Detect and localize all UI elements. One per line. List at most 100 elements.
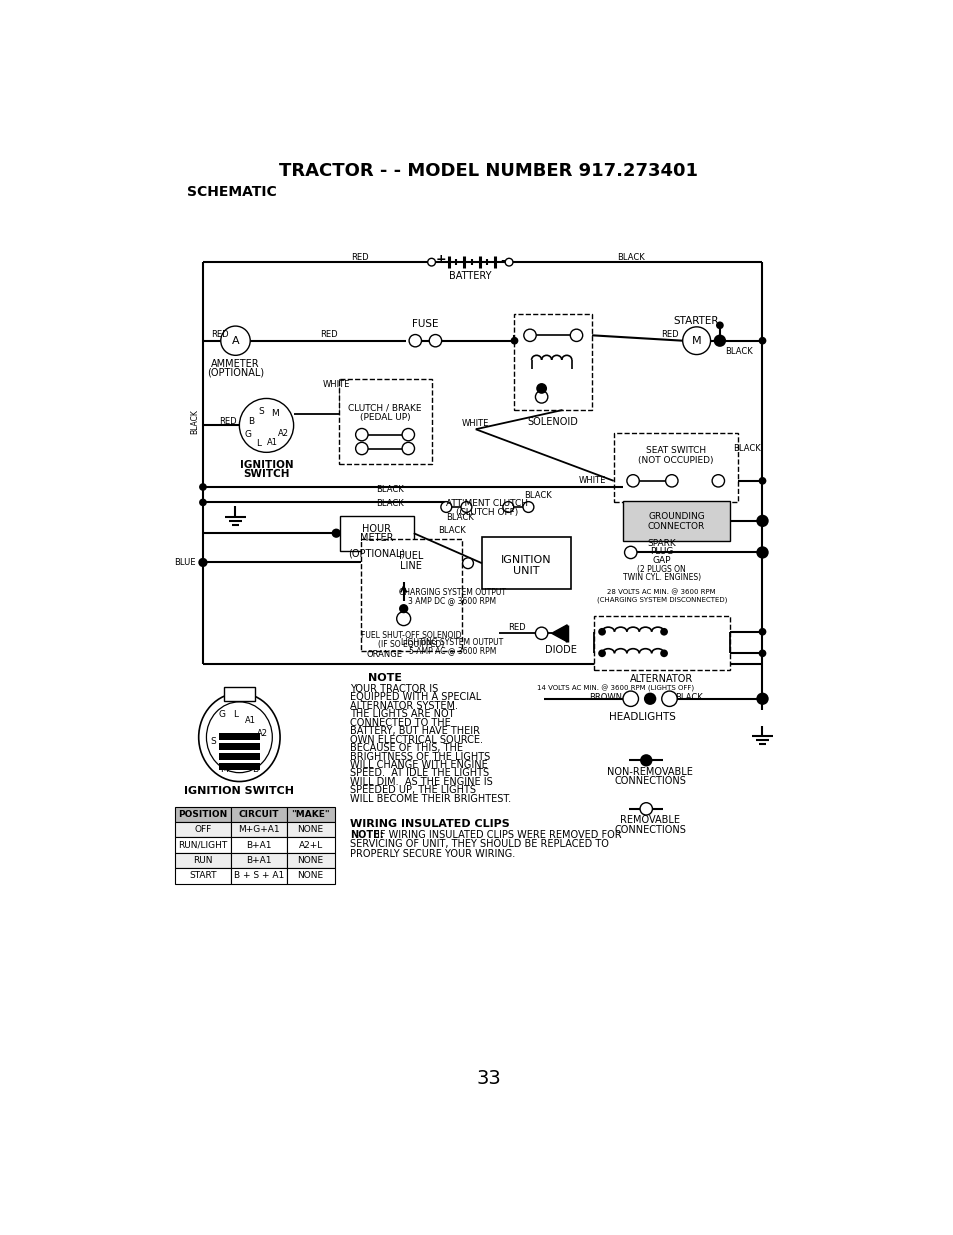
Text: SOLENOID: SOLENOID xyxy=(527,416,578,426)
Circle shape xyxy=(711,474,723,487)
Text: BLUE: BLUE xyxy=(173,558,195,567)
Bar xyxy=(174,806,231,823)
Bar xyxy=(231,823,286,837)
Bar xyxy=(594,616,729,671)
Text: CIRCUIT: CIRCUIT xyxy=(238,810,278,819)
Text: CLUTCH / BRAKE: CLUTCH / BRAKE xyxy=(348,404,421,412)
Bar xyxy=(219,743,259,750)
Text: 3 AMP DC @ 3600 RPM: 3 AMP DC @ 3600 RPM xyxy=(408,595,497,605)
Circle shape xyxy=(396,611,410,626)
Bar xyxy=(338,379,431,464)
Text: RED: RED xyxy=(319,330,337,340)
Circle shape xyxy=(659,627,667,636)
Text: L: L xyxy=(256,440,261,448)
Text: ATT'MENT CLUTCH: ATT'MENT CLUTCH xyxy=(446,499,528,508)
Ellipse shape xyxy=(206,701,272,773)
Text: BLACK: BLACK xyxy=(617,253,644,262)
Bar xyxy=(481,537,571,589)
Circle shape xyxy=(355,442,368,454)
Text: BRIGHTNESS OF THE LIGHTS: BRIGHTNESS OF THE LIGHTS xyxy=(350,752,490,762)
Text: NOTE: NOTE xyxy=(368,673,401,683)
Circle shape xyxy=(659,650,667,657)
Text: AMMETER: AMMETER xyxy=(211,359,259,369)
Text: (OPTIONAL): (OPTIONAL) xyxy=(348,548,405,558)
Text: BLACK: BLACK xyxy=(724,347,752,356)
Text: BROWN: BROWN xyxy=(589,693,621,701)
Text: S: S xyxy=(258,408,264,416)
Circle shape xyxy=(536,383,546,394)
Circle shape xyxy=(355,429,368,441)
Text: POSITION: POSITION xyxy=(178,810,228,819)
Text: 5 AMP AC @ 3600 RPM: 5 AMP AC @ 3600 RPM xyxy=(409,646,496,655)
Circle shape xyxy=(199,483,207,490)
Text: A1: A1 xyxy=(245,716,255,725)
Text: B + S + A1: B + S + A1 xyxy=(233,872,284,881)
Circle shape xyxy=(682,327,710,354)
Text: CONNECTIONS: CONNECTIONS xyxy=(614,776,685,787)
Bar xyxy=(622,501,729,541)
Text: OFF: OFF xyxy=(194,825,212,834)
Bar xyxy=(219,763,259,769)
Text: IF WIRING INSULATED CLIPS WERE REMOVED FOR: IF WIRING INSULATED CLIPS WERE REMOVED F… xyxy=(376,830,620,840)
Text: NON-REMOVABLE: NON-REMOVABLE xyxy=(606,767,692,777)
Bar xyxy=(286,837,335,852)
Bar xyxy=(174,868,231,883)
Text: WILL DIM.  AS THE ENGINE IS: WILL DIM. AS THE ENGINE IS xyxy=(350,777,493,787)
Text: PROPERLY SECURE YOUR WIRING.: PROPERLY SECURE YOUR WIRING. xyxy=(350,848,515,858)
Circle shape xyxy=(199,499,207,506)
Text: -: - xyxy=(499,253,505,268)
Text: REMOVABLE: REMOVABLE xyxy=(619,815,679,825)
Text: RED: RED xyxy=(351,253,368,262)
Text: HEADLIGHTS: HEADLIGHTS xyxy=(608,713,675,722)
Text: SERVICING OF UNIT, THEY SHOULD BE REPLACED TO: SERVICING OF UNIT, THEY SHOULD BE REPLAC… xyxy=(350,840,608,850)
Text: S: S xyxy=(210,736,215,746)
Bar xyxy=(219,734,259,740)
Bar xyxy=(340,516,414,551)
Bar xyxy=(360,540,461,651)
Bar xyxy=(231,852,286,868)
Circle shape xyxy=(758,477,765,484)
Text: BLACK: BLACK xyxy=(376,485,404,494)
Text: SEAT SWITCH: SEAT SWITCH xyxy=(645,446,705,454)
Text: THE LIGHTS ARE NOT: THE LIGHTS ARE NOT xyxy=(350,709,455,719)
Text: 28 VOLTS AC MIN. @ 3600 RPM: 28 VOLTS AC MIN. @ 3600 RPM xyxy=(607,589,716,595)
Text: A2: A2 xyxy=(257,729,268,737)
Text: EQUIPPED WITH A SPECIAL: EQUIPPED WITH A SPECIAL xyxy=(350,692,481,703)
Text: NONE: NONE xyxy=(297,856,323,864)
Circle shape xyxy=(570,330,582,341)
Text: RED: RED xyxy=(508,622,525,631)
Text: NONE: NONE xyxy=(297,872,323,881)
Text: DIODE: DIODE xyxy=(544,645,577,656)
Text: LINE: LINE xyxy=(400,561,422,571)
Circle shape xyxy=(462,558,473,568)
Text: G: G xyxy=(218,710,226,719)
Text: +: + xyxy=(436,253,446,266)
Text: A: A xyxy=(232,336,239,346)
Text: UNIT: UNIT xyxy=(513,566,538,576)
Text: FUSE: FUSE xyxy=(412,319,438,329)
Circle shape xyxy=(402,429,415,441)
Circle shape xyxy=(460,501,472,513)
Circle shape xyxy=(758,627,765,636)
Circle shape xyxy=(622,692,638,706)
Circle shape xyxy=(665,474,678,487)
Text: PLUG: PLUG xyxy=(649,547,673,556)
Circle shape xyxy=(643,693,656,705)
Text: SCHEMATIC: SCHEMATIC xyxy=(187,185,277,199)
Circle shape xyxy=(440,501,452,513)
Text: (2 PLUGS ON: (2 PLUGS ON xyxy=(637,564,685,574)
Text: SPARK: SPARK xyxy=(647,538,676,547)
Text: 14 VOLTS AC MIN. @ 3600 RPM (LIGHTS OFF): 14 VOLTS AC MIN. @ 3600 RPM (LIGHTS OFF) xyxy=(537,685,693,693)
Circle shape xyxy=(639,803,652,815)
Text: WILL BECOME THEIR BRIGHTEST.: WILL BECOME THEIR BRIGHTEST. xyxy=(350,794,511,804)
Text: M: M xyxy=(271,409,278,417)
Circle shape xyxy=(398,604,408,614)
Text: IGNITION: IGNITION xyxy=(500,556,551,566)
Bar xyxy=(613,433,737,503)
Text: WHITE: WHITE xyxy=(461,419,489,427)
Text: FUEL: FUEL xyxy=(398,551,423,561)
Text: IGNITION: IGNITION xyxy=(239,461,293,471)
Circle shape xyxy=(220,326,250,356)
Bar xyxy=(224,687,254,701)
Text: START: START xyxy=(189,872,216,881)
